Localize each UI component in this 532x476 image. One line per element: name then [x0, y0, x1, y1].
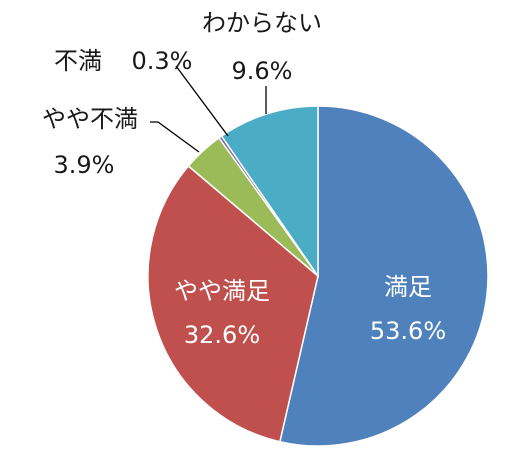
slice-label-3: やや不満 — [42, 105, 138, 133]
pie-slice-2 — [147, 164, 319, 443]
slice-value-label-3: 3.9% — [54, 151, 115, 179]
slice-value-label-2: 32.6% — [184, 321, 260, 349]
slice-value-label-4: 0.3% — [132, 47, 193, 75]
slice-label-4: 不満 — [54, 47, 102, 75]
slice-labels: 満足 53.6% やや満足 32.6% やや不満 3.9% 不満 0.3% わからない 9.6% — [42, 9, 446, 349]
slice-value-label-1: 53.6% — [370, 317, 446, 345]
pie-slices — [147, 105, 489, 447]
pie-slice-5 — [220, 105, 319, 279]
slice-label-2: やや満足 — [174, 277, 270, 305]
slice-label-1: 満足 — [384, 273, 432, 301]
leader-line-4 — [175, 65, 229, 137]
leader-lines — [150, 65, 267, 153]
pie-slice-1 — [278, 105, 489, 447]
leader-line-3 — [150, 121, 200, 153]
slice-value-label-5: 9.6% — [232, 57, 293, 85]
slice-label-5: わからない — [202, 9, 322, 37]
